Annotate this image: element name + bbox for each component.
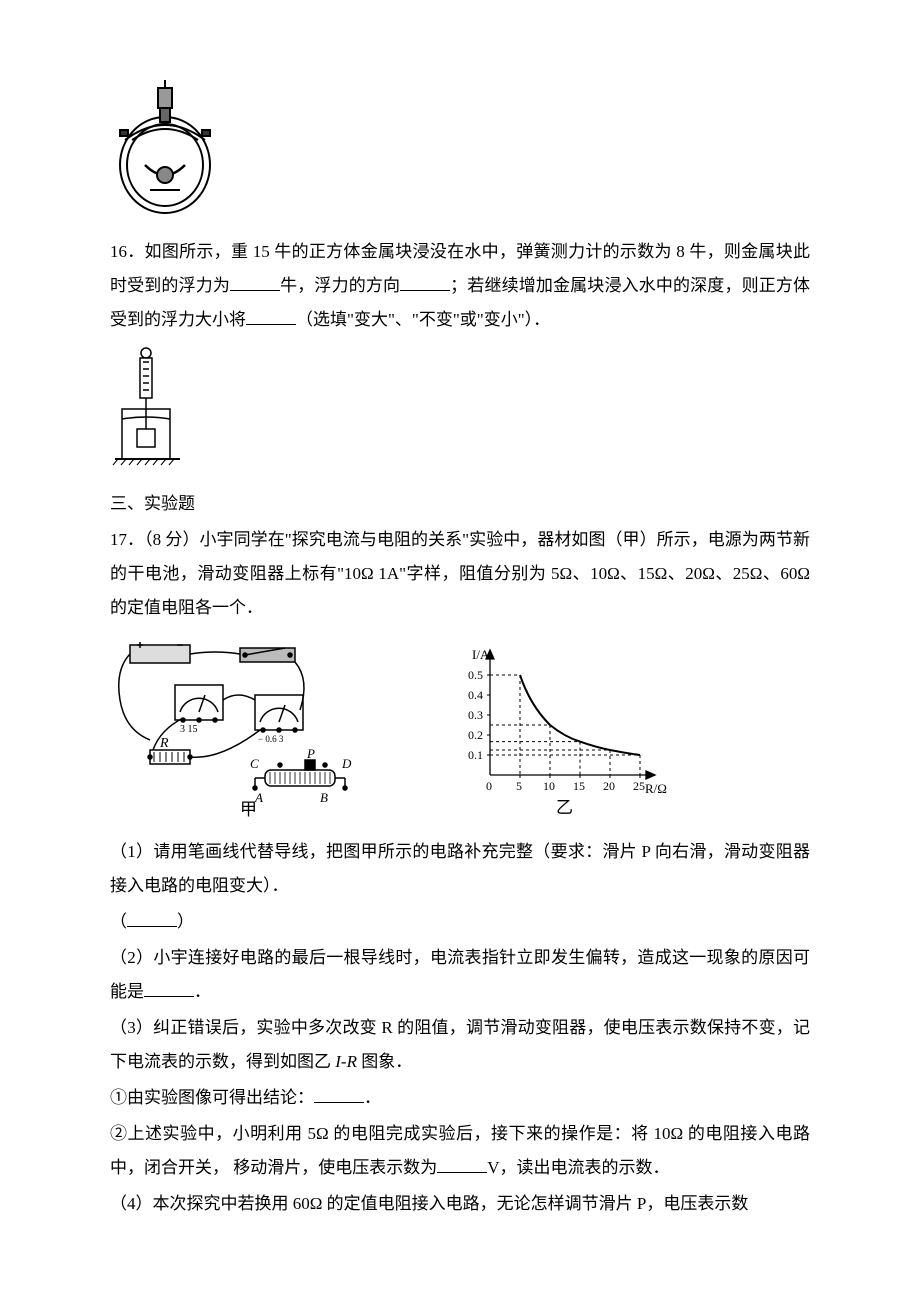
q16-part4: （选填"变大"、"不变"或"变小"）． <box>296 310 550 329</box>
svg-text:5: 5 <box>516 779 522 793</box>
blank-direction <box>400 274 450 291</box>
svg-text:甲: 甲 <box>240 800 257 819</box>
blank-change <box>246 308 296 325</box>
q17-p3-intro-text: （3）纠正错误后，实验中多次改变 R 的阻值，调节滑动变阻器，使电压表示数保持不… <box>110 1018 810 1071</box>
q17-p3-intro-end: 图象． <box>357 1052 412 1071</box>
circuit-figure: − + 3 15 <box>110 640 390 820</box>
svg-text:乙: 乙 <box>556 798 573 817</box>
circuit-svg: − + 3 15 <box>110 640 390 820</box>
q17-part3-1: ①由实验图像可得出结论： ． <box>110 1081 810 1115</box>
svg-text:I/A: I/A <box>472 647 490 662</box>
graph-svg: 0.1 0.2 0.3 0.4 0.5 0 5 10 15 20 25 I/A … <box>450 645 670 820</box>
device-svg <box>110 80 220 220</box>
svg-text:0.5: 0.5 <box>468 668 483 682</box>
svg-text:−: − <box>137 640 144 643</box>
svg-text:0.3: 0.3 <box>468 708 483 722</box>
q17-intro: 17．（8 分）小宇同学在"探究电流与电阻的关系"实验中，器材如图（甲）所示，电… <box>110 523 810 625</box>
svg-text:+: + <box>177 640 184 643</box>
graph-figure: 0.1 0.2 0.3 0.4 0.5 0 5 10 15 20 25 I/A … <box>450 645 670 820</box>
svg-text:0.2: 0.2 <box>468 728 483 742</box>
q17-part4: （4）本次探究中若换用 60Ω 的定值电阻接入电路，无论怎样调节滑片 P，电压表… <box>110 1187 810 1221</box>
svg-text:R: R <box>159 736 169 751</box>
svg-text:R/Ω: R/Ω <box>645 781 667 796</box>
paren-open: （ <box>110 912 127 931</box>
q17-p3-2b: V，读出电流表的示数． <box>487 1158 669 1177</box>
q17-part1-blank: （） <box>110 905 810 939</box>
q17-part2: （2）小宇连接好电路的最后一根导线时，电流表指针立即发生偏转，造成这一现象的原因… <box>110 941 810 1009</box>
section-3-title: 三、实验题 <box>110 487 810 521</box>
svg-text:20: 20 <box>603 779 615 793</box>
q16-part2: 牛，浮力的方向 <box>280 276 400 295</box>
svg-text:B: B <box>320 790 328 805</box>
q17-part3-2: ②上述实验中，小明利用 5Ω 的电阻完成实验后，接下来的操作是：将 10Ω 的电… <box>110 1117 810 1185</box>
q17-p3-1-text: ①由实验图像可得出结论： <box>110 1088 314 1107</box>
blank-buoyancy-value <box>230 274 280 291</box>
spring-scale-figure <box>110 347 810 477</box>
blank-voltage <box>437 1156 487 1173</box>
q17-p2-end: ． <box>194 982 211 1001</box>
ir-label: I-R <box>335 1052 357 1071</box>
svg-text:− 0.6 3: − 0.6 3 <box>258 734 284 744</box>
svg-text:3 15: 3 15 <box>180 724 198 735</box>
q17-part3-intro: （3）纠正错误后，实验中多次改变 R 的阻值，调节滑动变阻器，使电压表示数保持不… <box>110 1011 810 1079</box>
blank-circuit <box>127 910 177 927</box>
svg-text:10: 10 <box>543 779 555 793</box>
q17-p3-1-end: ． <box>364 1088 381 1107</box>
svg-text:P: P <box>306 746 315 761</box>
svg-text:D: D <box>341 756 352 771</box>
q16-text: 16．如图所示，重 15 牛的正方体金属块浸没在水中，弹簧测力计的示数为 8 牛… <box>110 235 810 337</box>
blank-reason <box>144 980 194 997</box>
svg-text:0.1: 0.1 <box>468 748 483 762</box>
svg-text:C: C <box>250 756 259 771</box>
q17-part1: （1）请用笔画线代替导线，把图甲所示的电路补充完整（要求：滑片 P 向右滑，滑动… <box>110 835 810 903</box>
device-figure <box>110 80 810 220</box>
svg-text:25: 25 <box>633 779 645 793</box>
svg-text:15: 15 <box>573 779 585 793</box>
spring-scale-svg <box>110 347 210 477</box>
svg-text:0.4: 0.4 <box>468 688 483 702</box>
blank-conclusion <box>314 1086 364 1103</box>
svg-text:0: 0 <box>486 779 492 793</box>
q17-p2-text: （2）小宇连接好电路的最后一根导线时，电流表指针立即发生偏转，造成这一现象的原因… <box>110 948 810 1001</box>
experiment-figures: − + 3 15 <box>110 640 810 820</box>
paren-close: ） <box>177 912 194 931</box>
